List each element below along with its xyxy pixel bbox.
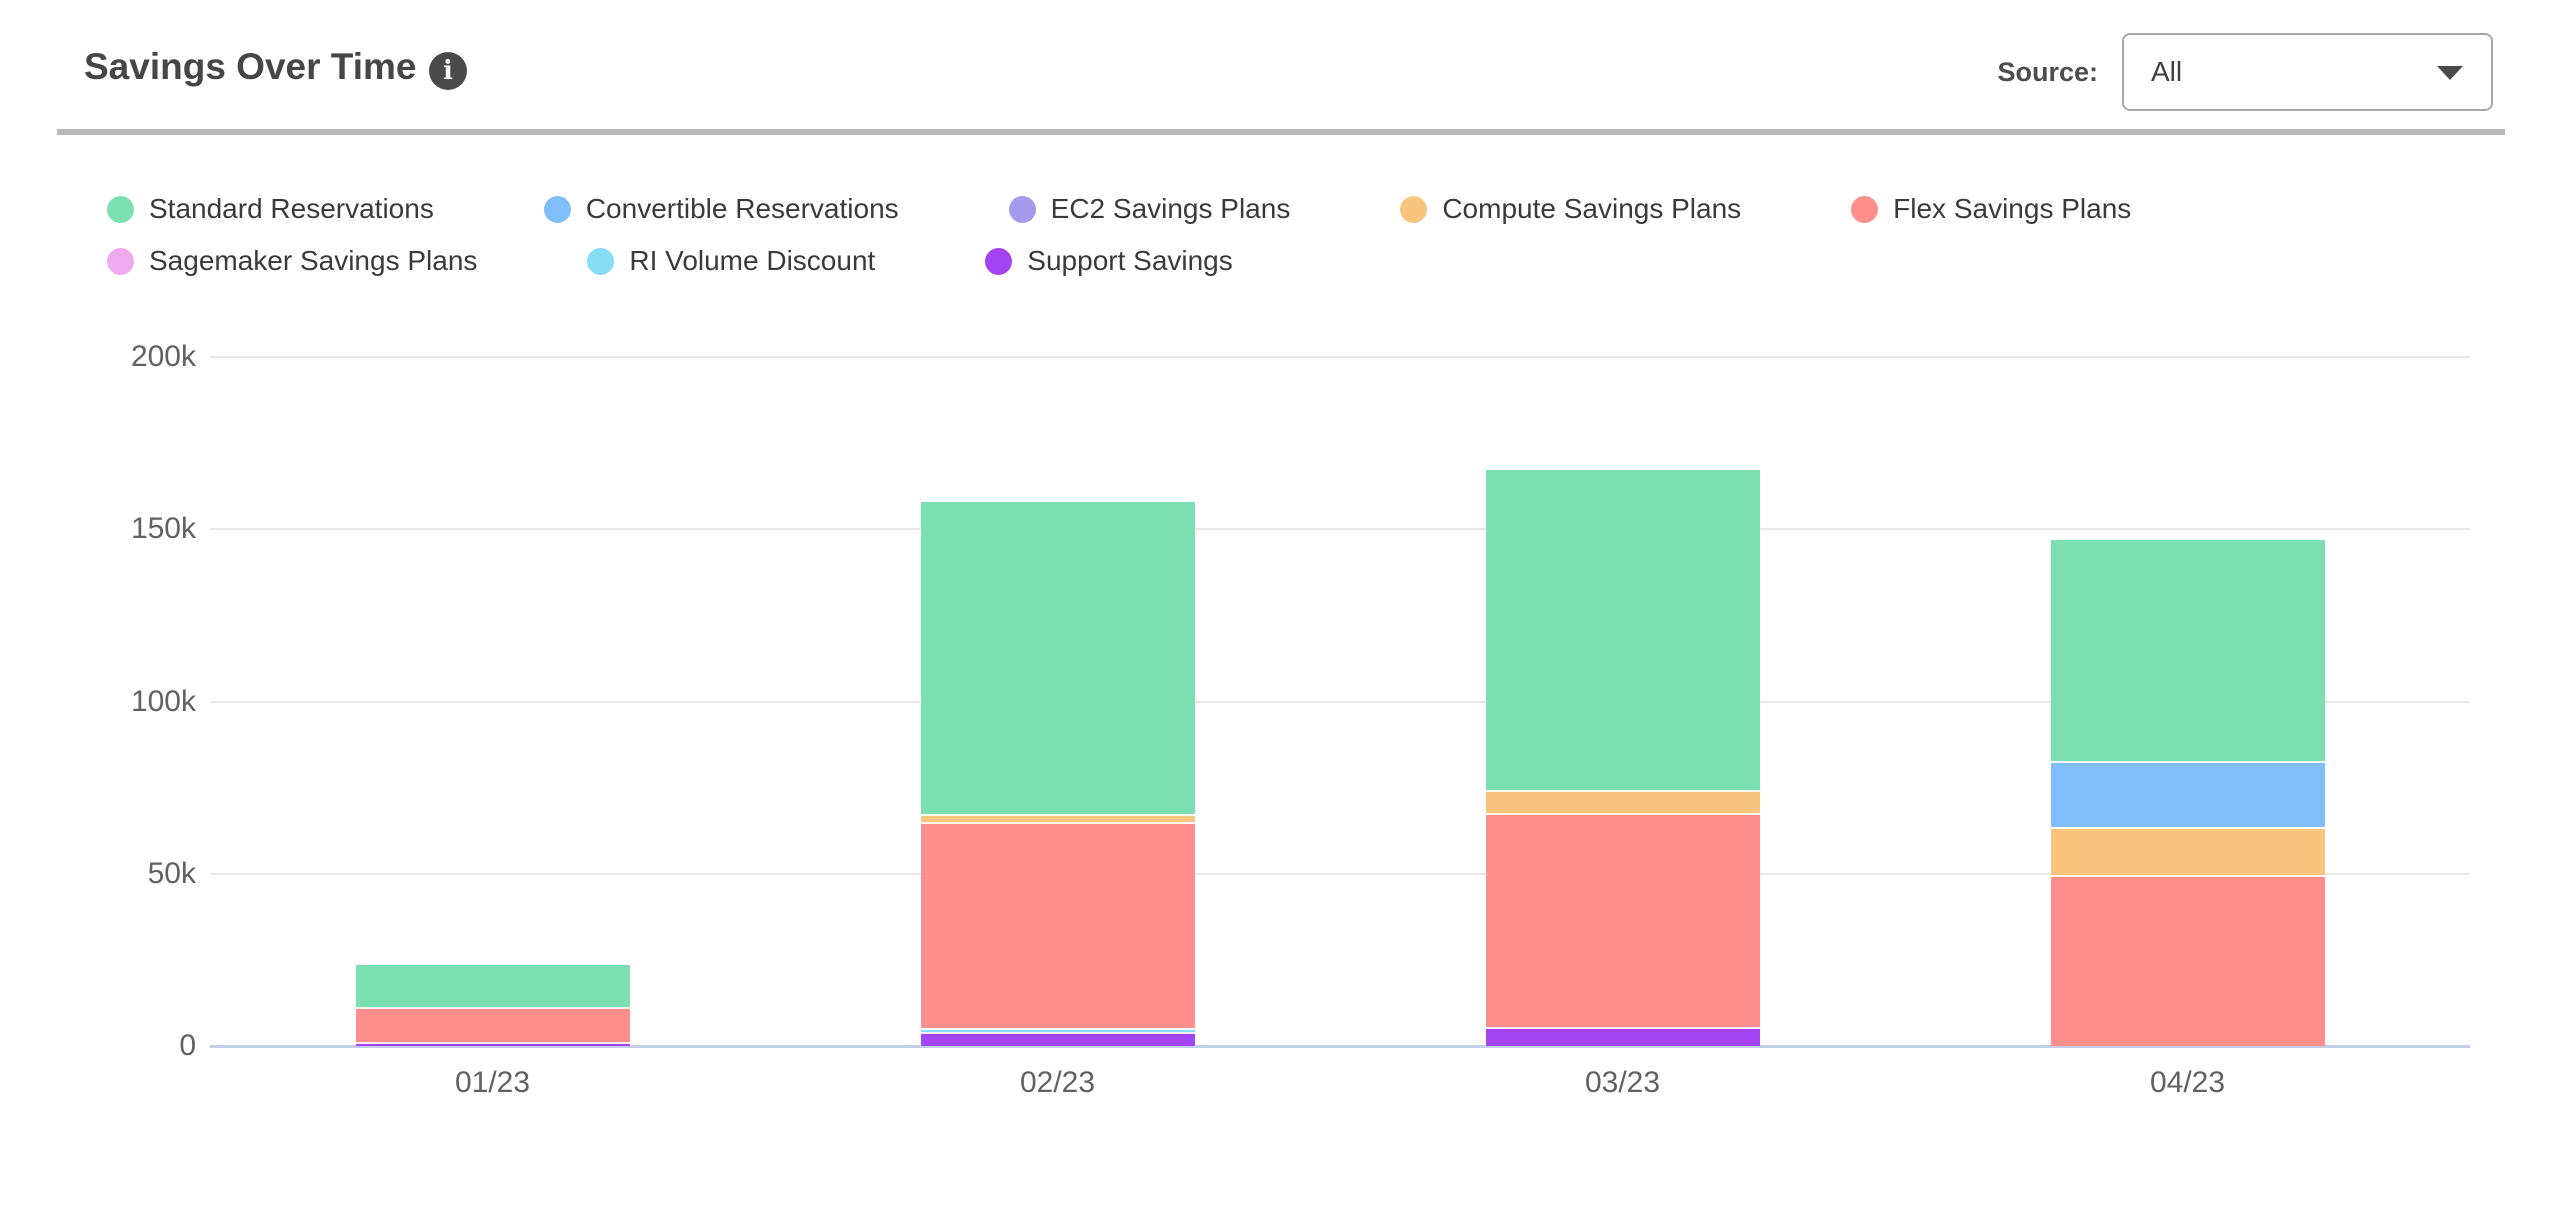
page-title: Savings Over Time: [84, 46, 417, 87]
bar-03-23: [1485, 470, 1760, 1046]
bar-segment-standard-reservations[interactable]: [355, 965, 630, 1008]
y-axis-tick: 150k: [130, 512, 196, 546]
legend-label: Compute Savings Plans: [1442, 193, 1742, 224]
bar-segment-flex-savings-plans[interactable]: [1485, 813, 1760, 1028]
y-axis-tick: 0: [179, 1029, 196, 1062]
legend-label: Flex Savings Plans: [1893, 193, 2132, 224]
legend-dot-icon: [1400, 195, 1428, 223]
legend-item-convertible-reservations[interactable]: Convertible Reservations: [543, 193, 899, 225]
bar-segment-convertible-reservations[interactable]: [2050, 761, 2325, 828]
bar-segment-compute-savings-plans[interactable]: [2050, 827, 2325, 875]
bar-segment-standard-reservations[interactable]: [920, 501, 1195, 814]
legend-dot-icon: [107, 195, 134, 223]
legend-label: Support Savings: [1027, 245, 1233, 276]
source-dropdown[interactable]: All: [2122, 33, 2493, 111]
bar-segment-flex-savings-plans[interactable]: [355, 1007, 630, 1042]
legend-item-standard-reservations[interactable]: Standard Reservations: [107, 193, 434, 225]
legend-dot-icon: [1008, 195, 1036, 223]
x-axis-tick: 04/23: [2149, 1066, 2226, 1099]
legend-label: Sagemaker Savings Plans: [149, 245, 478, 276]
y-axis-tick: 50k: [147, 856, 196, 890]
legend-item-ri-volume-discount[interactable]: RI Volume Discount: [587, 245, 875, 277]
bar-segment-compute-savings-plans[interactable]: [920, 813, 1195, 822]
legend-label: Standard Reservations: [149, 193, 434, 224]
x-axis-tick: 01/23: [454, 1066, 531, 1099]
legend-dot-icon: [985, 247, 1013, 275]
source-dropdown-value: All: [2151, 56, 2183, 87]
legend-dot-icon: [107, 247, 134, 275]
legend-label: EC2 Savings Plans: [1050, 193, 1291, 224]
bar-segment-standard-reservations[interactable]: [2050, 540, 2325, 762]
bar-segment-compute-savings-plans[interactable]: [1485, 790, 1760, 814]
bar-04-23: [2050, 540, 2325, 1046]
bar-segment-standard-reservations[interactable]: [1485, 470, 1760, 791]
y-axis-tick: 100k: [130, 684, 196, 718]
bar-segment-ri-volume-discount[interactable]: [920, 1028, 1195, 1032]
bar-01-23: [355, 965, 630, 1046]
x-axis-line: [210, 1045, 2470, 1048]
y-axis-tick: 200k: [130, 340, 196, 373]
bar-02-23: [920, 501, 1195, 1046]
bar-segment-support-savings[interactable]: [355, 1041, 630, 1046]
header-divider: [57, 129, 2505, 135]
bar-segment-support-savings[interactable]: [920, 1031, 1195, 1046]
chart-legend: Standard Reservations Convertible Reserva…: [107, 193, 2257, 277]
legend-item-sagemaker-savings-plans[interactable]: Sagemaker Savings Plans: [107, 245, 477, 277]
bar-segment-flex-savings-plans[interactable]: [2050, 874, 2325, 1046]
legend-item-ec2-savings-plans[interactable]: EC2 Savings Plans: [1008, 193, 1291, 225]
gridline-100k: [210, 700, 2470, 703]
bar-segment-support-savings[interactable]: [1485, 1027, 1760, 1046]
legend-dot-icon: [543, 195, 571, 223]
legend-label: Convertible Reservations: [585, 193, 899, 224]
gridline-200k: [210, 356, 2470, 358]
gridline-50k: [210, 872, 2470, 875]
legend-item-compute-savings-plans[interactable]: Compute Savings Plans: [1400, 193, 1741, 225]
chevron-down-icon: [2437, 66, 2463, 80]
legend-item-support-savings[interactable]: Support Savings: [985, 245, 1233, 277]
legend-dot-icon: [587, 247, 615, 275]
gridline-150k: [210, 528, 2470, 531]
legend-item-flex-savings-plans[interactable]: Flex Savings Plans: [1851, 193, 2131, 225]
legend-dot-icon: [1851, 195, 1879, 223]
x-axis-tick: 03/23: [1584, 1066, 1661, 1099]
info-icon[interactable]: i: [429, 52, 467, 90]
legend-label: RI Volume Discount: [629, 245, 876, 276]
x-axis-tick: 02/23: [1019, 1066, 1096, 1099]
bar-segment-flex-savings-plans[interactable]: [920, 821, 1195, 1029]
source-label: Source:: [1997, 57, 2098, 87]
